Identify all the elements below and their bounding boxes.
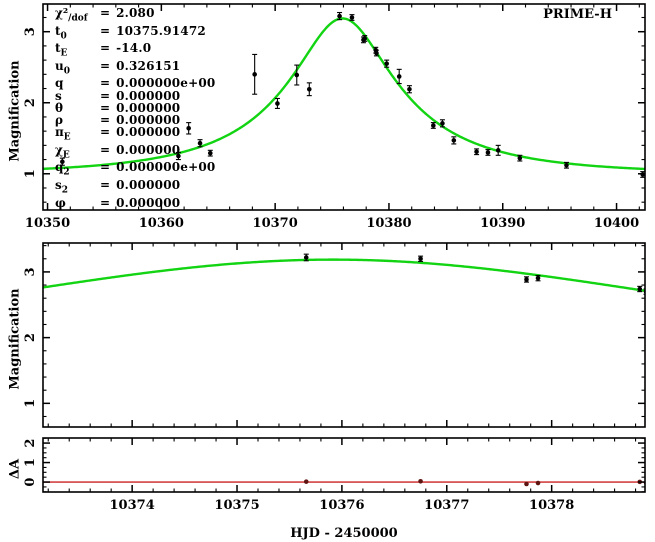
data-point: [495, 148, 501, 153]
ticks: [43, 437, 645, 493]
x-tick-label: 10350: [25, 216, 70, 231]
param-row: s2 = 0.000000: [55, 177, 181, 196]
ticks: [43, 243, 645, 427]
param-row: q2 = 0.000000e+00: [55, 160, 216, 178]
data-point: [349, 15, 355, 20]
y-tick-label: 1: [23, 169, 38, 178]
y-tick-label: 2: [23, 98, 38, 107]
data-point: [517, 155, 523, 161]
data-point: [60, 159, 65, 164]
param-row: χ²/dof = 2.080: [55, 6, 155, 24]
panel-peak-zoom: 1 2 3: [23, 242, 646, 428]
param-row: πE = 0.000000: [55, 125, 181, 143]
data-point: [384, 61, 389, 66]
param-row: u0 = 0.326151: [55, 58, 181, 77]
y-tick-label: 2: [23, 333, 38, 342]
x-tick-label: 10375: [214, 498, 259, 513]
panel-frame: [42, 3, 646, 211]
x-tick-label: 10377: [424, 498, 469, 513]
panel-frame: [42, 437, 646, 493]
data-point: [252, 72, 257, 77]
data-point: [564, 162, 569, 168]
data-point: [524, 481, 529, 487]
data-point: [451, 138, 457, 143]
param-block: χ²/dof = 2.080 t0 = 10375.91472 tE = -14.0 u0 = 0.3…: [55, 7, 215, 209]
panel-frame: [42, 242, 646, 428]
y-tick-label: 3: [23, 27, 38, 36]
ticks: [43, 4, 645, 210]
y-axis-title-middle-text: Magnification: [7, 288, 23, 390]
data-point: [197, 140, 203, 146]
x-tick-label: 10378: [529, 498, 574, 513]
data-point: [294, 72, 300, 78]
data-point: [303, 479, 309, 484]
y-tick-label: 1: [23, 458, 38, 467]
x-tick-label: 10360: [139, 216, 184, 231]
x-tick-label: 10376: [319, 498, 364, 513]
x-tick-label: 10380: [366, 216, 411, 231]
data-point: [396, 74, 402, 79]
fit-curve: [43, 17, 645, 171]
data-point: [418, 478, 423, 484]
data-point: [407, 86, 412, 92]
param-row: t0 = 10375.91472: [55, 23, 206, 41]
data-point: [535, 275, 541, 281]
data-point: [524, 277, 529, 282]
x-axis-title: HJD - 2450000: [290, 526, 398, 541]
data-point: [362, 36, 368, 41]
data-point: [418, 256, 423, 262]
param-row: χE = 0.000000: [55, 142, 181, 161]
y-axis-title-residual-text: ΔA: [7, 458, 23, 480]
y-tick-label: 3: [23, 267, 38, 276]
data-point: [303, 255, 309, 260]
data-point: [337, 13, 342, 19]
data-point: [186, 126, 191, 131]
panel-residuals: 10374 10375 10376 10377 10378 0 1 2: [23, 437, 646, 513]
panel-full-light-curve: 10350 10360 10370 10380 10390 10400 1 2 3: [23, 3, 646, 231]
param-row: tE = -14.0: [55, 41, 152, 59]
data-point: [306, 86, 312, 92]
instrument-label: PRIME-H: [543, 7, 612, 22]
param-row: s = 0.000000: [55, 88, 181, 103]
param-row: ρ = 0.000000: [55, 112, 181, 127]
data-point: [440, 121, 445, 126]
param-row: θ = 0.000000: [55, 100, 181, 115]
x-tick-label: 10390: [480, 216, 525, 231]
x-tick-label: 10374: [110, 498, 155, 513]
y-axis-title-top-text: Magnification: [7, 60, 23, 162]
x-tick-label: 10400: [594, 216, 639, 231]
data-point: [207, 150, 213, 156]
data-point: [535, 480, 541, 486]
data-point: [176, 153, 181, 159]
data-point: [275, 101, 280, 106]
data-point: [374, 50, 379, 56]
param-row: φ = 0.000000: [55, 195, 181, 210]
data-point: [637, 286, 643, 292]
x-tick-label: 10370: [253, 216, 298, 231]
y-tick-label: 1: [23, 399, 38, 408]
y-tick-label: 2: [23, 439, 38, 448]
param-row: q = 0.000000e+00: [55, 76, 216, 91]
data-point: [485, 150, 491, 155]
data-point: [474, 149, 479, 155]
fit-curve: [43, 258, 645, 292]
data-point: [431, 123, 436, 128]
y-tick-label: 0: [23, 478, 38, 487]
